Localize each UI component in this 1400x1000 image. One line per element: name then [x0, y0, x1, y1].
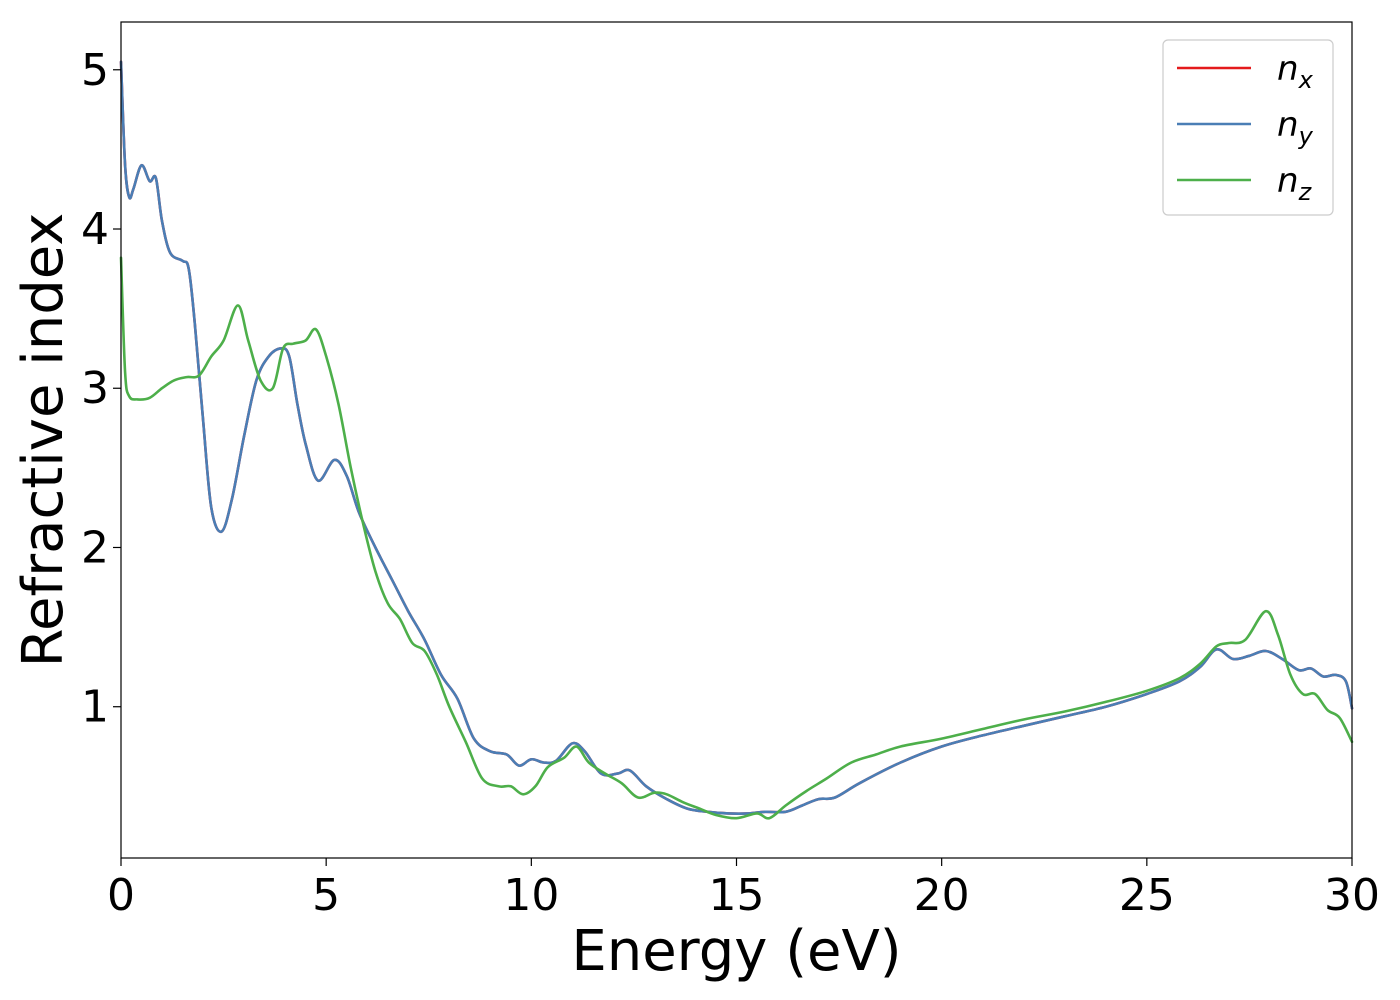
x-tick-label: 10	[503, 870, 559, 921]
y-axis-ticks: 1 2 3 4 5	[81, 45, 121, 733]
y-tick-label: 4	[81, 204, 109, 255]
x-axis-ticks: 0 5 10 15 20 25 30	[107, 858, 1380, 921]
legend: nx ny nz	[1162, 39, 1334, 216]
x-tick-label: 25	[1119, 870, 1175, 921]
x-tick-label: 15	[709, 870, 765, 921]
y-tick-label: 5	[81, 45, 109, 96]
x-tick-label: 0	[107, 870, 135, 921]
y-tick-label: 1	[81, 682, 109, 733]
legend-label-y: ny	[1277, 105, 1314, 150]
x-tick-label: 5	[312, 870, 340, 921]
legend-label-z: nz	[1277, 161, 1313, 206]
y-tick-label: 3	[81, 363, 109, 414]
x-tick-label: 30	[1324, 870, 1380, 921]
y-axis-label: Refractive index	[11, 213, 76, 668]
y-tick-label: 2	[81, 522, 109, 573]
legend-label-x: nx	[1277, 49, 1314, 94]
x-tick-label: 20	[914, 870, 970, 921]
x-axis-label: Energy (eV)	[571, 919, 901, 984]
series-line-y	[119, 60, 1354, 815]
series-lines	[119, 60, 1354, 820]
legend-box	[1162, 39, 1334, 216]
series-line-z	[119, 256, 1354, 820]
